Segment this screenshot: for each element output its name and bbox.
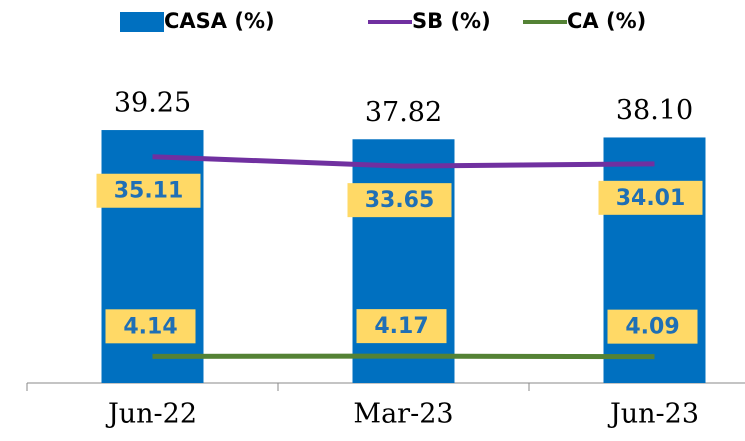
data-label: 4.14 <box>123 314 177 339</box>
data-label-box <box>96 173 201 208</box>
x-tick-label: Mar-23 <box>353 399 453 430</box>
data-label: 4.09 <box>625 315 679 340</box>
data-label: 34.01 <box>616 186 686 211</box>
legend-label: SB (%) <box>412 9 491 33</box>
data-label-box <box>356 309 447 344</box>
data-label: 4.17 <box>374 314 428 339</box>
line <box>152 353 655 360</box>
data-label-box <box>105 309 196 344</box>
data-label-box <box>607 309 698 344</box>
bar <box>101 130 204 383</box>
legend-swatch <box>120 12 164 32</box>
line <box>152 154 655 169</box>
bar <box>603 137 706 383</box>
data-label: 35.11 <box>114 179 184 204</box>
bar <box>352 139 455 383</box>
legend-label: CA (%) <box>567 9 646 33</box>
data-label: 33.65 <box>365 188 435 213</box>
data-label: 39.25 <box>114 88 191 119</box>
legend-label: CASA (%) <box>164 9 275 33</box>
data-label-box <box>347 183 452 218</box>
data-label-box <box>598 180 703 215</box>
x-tick-label: Jun-22 <box>105 399 197 430</box>
x-tick-label: Jun-23 <box>607 399 699 430</box>
data-label: 37.82 <box>365 97 442 128</box>
data-label: 38.10 <box>616 95 693 126</box>
